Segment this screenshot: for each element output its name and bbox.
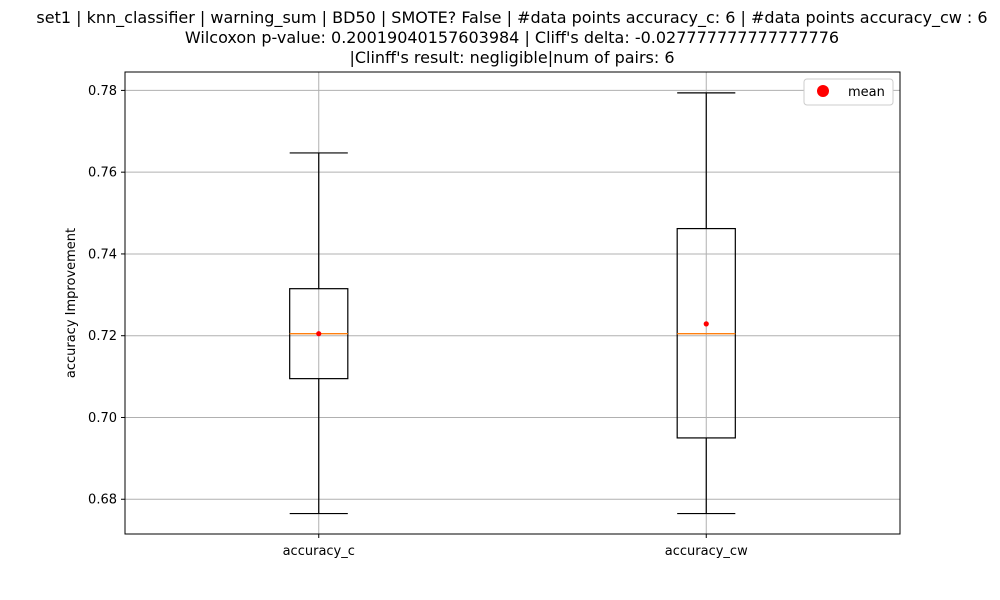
y-tick-label: 0.78 bbox=[88, 84, 117, 99]
title-line-1: set1 | knn_classifier | warning_sum | BD… bbox=[36, 8, 987, 28]
title-line-3: |Clinff's result: negligible|num of pair… bbox=[349, 48, 674, 67]
x-tick-label: accuracy_cw bbox=[665, 544, 748, 559]
mean-marker bbox=[703, 321, 709, 327]
boxes bbox=[289, 92, 736, 515]
legend-box bbox=[803, 78, 894, 106]
y-tick-label: 0.70 bbox=[88, 411, 117, 426]
y-tick-label: 0.72 bbox=[88, 329, 117, 344]
title-line-2: Wilcoxon p-value: 0.20019040157603984 | … bbox=[185, 28, 839, 47]
legend-mean-marker bbox=[817, 85, 829, 97]
chart-title: set1 | knn_classifier | warning_sum | BD… bbox=[36, 8, 987, 67]
grid-lines bbox=[125, 72, 900, 534]
axis-ticks: 0.68 0.70 0.72 0.74 0.76 0.78 accuracy_c accura… bbox=[88, 84, 748, 559]
y-tick-label: 0.74 bbox=[88, 247, 117, 262]
y-tick-label: 0.76 bbox=[88, 166, 117, 181]
mean-marker bbox=[316, 331, 322, 337]
legend-mean-label: mean bbox=[848, 85, 885, 100]
y-axis-label: accuracy Improvement bbox=[64, 228, 79, 378]
legend: mean bbox=[803, 78, 894, 106]
y-tick-label: 0.68 bbox=[88, 493, 117, 508]
x-tick-label: accuracy_c bbox=[283, 544, 355, 559]
plot-frame bbox=[124, 71, 901, 535]
